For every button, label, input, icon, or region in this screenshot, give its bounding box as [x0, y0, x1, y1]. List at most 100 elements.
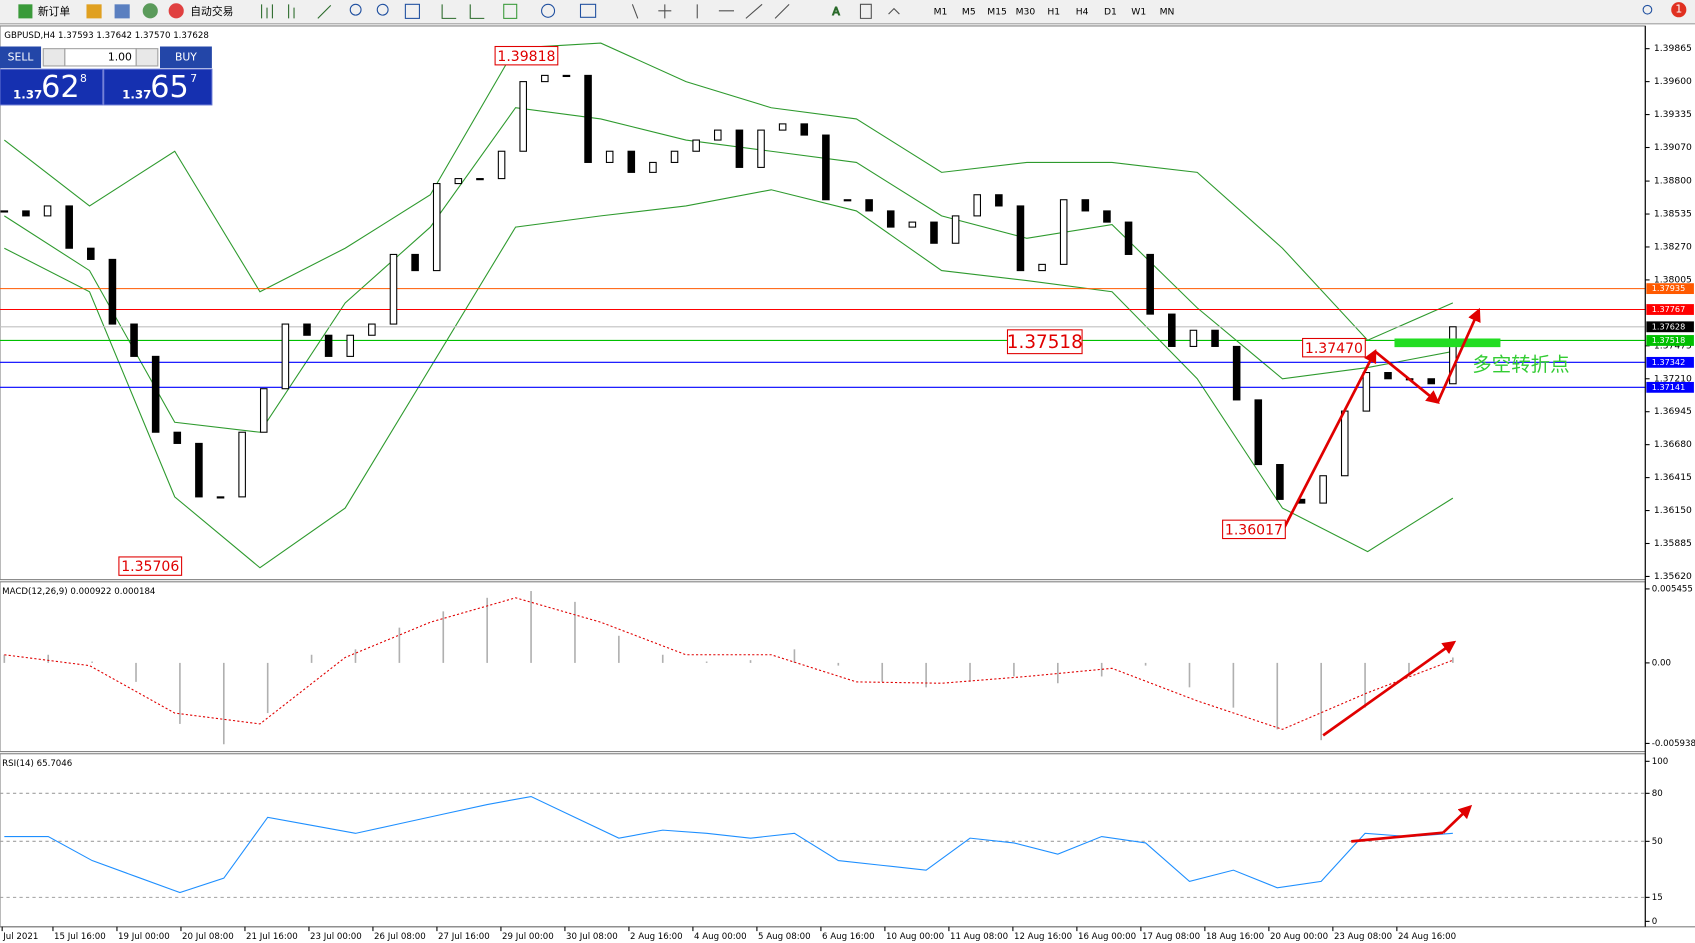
- y-tick-label: 0: [1652, 917, 1657, 927]
- candle: [259, 388, 268, 433]
- sell-big: 1.37: [13, 88, 42, 102]
- x-tick-label: 11 Aug 08:00: [950, 932, 1008, 942]
- candle: [886, 210, 895, 228]
- candle: [1211, 329, 1219, 347]
- icon[interactable]: [541, 3, 556, 18]
- candle: [562, 74, 571, 78]
- candle: [627, 150, 636, 173]
- x-tick-label: 26 Jul 08:00: [374, 932, 426, 942]
- candle: [908, 221, 917, 228]
- icon: [168, 3, 184, 19]
- price-annotation: 1.37518: [1007, 332, 1083, 353]
- arrow: [1374, 350, 1440, 404]
- icon[interactable]: [469, 4, 485, 19]
- bollinger-lower: [4, 189, 1454, 569]
- sell-button[interactable]: [0, 46, 42, 69]
- icon[interactable]: [349, 3, 362, 16]
- timeframe-button[interactable]: MN: [1160, 6, 1175, 17]
- price-annotation-box: [118, 556, 183, 576]
- candle: [649, 161, 657, 173]
- icon[interactable]: [86, 4, 102, 19]
- candle: [670, 150, 679, 163]
- x-tick-label: Jul 2021: [2, 932, 38, 942]
- x-tick-label: 27 Jul 16:00: [438, 932, 490, 942]
- candle: [519, 81, 527, 152]
- candle: [87, 247, 95, 260]
- timeframe-button[interactable]: H4: [1076, 6, 1089, 17]
- timeframe-button[interactable]: M15: [987, 6, 1007, 17]
- candle: [324, 334, 333, 357]
- level-label-box: [1646, 356, 1694, 368]
- icon[interactable]: [142, 3, 158, 19]
- candle: [195, 442, 203, 498]
- y-tick-label: 1.36415: [1654, 472, 1692, 483]
- timeframe-button[interactable]: H1: [1047, 6, 1060, 17]
- new-order-button[interactable]: 新订单: [18, 4, 70, 19]
- notification-badge[interactable]: [1671, 2, 1687, 18]
- buy-button[interactable]: [159, 46, 212, 69]
- candle: [973, 194, 982, 217]
- auto-trading-button[interactable]: 自动交易: [168, 3, 234, 19]
- buy-big: 1.37: [122, 88, 151, 102]
- icon[interactable]: [261, 4, 273, 19]
- x-tick-label: 20 Aug 00:00: [1270, 932, 1328, 942]
- x-tick-label: 23 Aug 08:00: [1334, 932, 1392, 942]
- candle: [822, 134, 830, 201]
- candle: [108, 258, 117, 325]
- icon[interactable]: [579, 3, 597, 18]
- x-tick-label: 4 Aug 00:00: [694, 932, 747, 942]
- candle: [368, 323, 376, 336]
- x-tick-label: 2 Aug 16:00: [630, 932, 683, 942]
- y-tick-label: 0.00: [1652, 658, 1671, 668]
- candle: [1232, 345, 1241, 401]
- lot-up[interactable]: [135, 48, 159, 67]
- y-tick-label: 1.39335: [1654, 109, 1692, 120]
- y-tick-label: 1.38005: [1654, 274, 1692, 285]
- timeframe-button[interactable]: W1: [1131, 6, 1146, 17]
- search-icon[interactable]: [1642, 4, 1653, 15]
- y-tick-label: 1.39070: [1654, 142, 1692, 153]
- candle: [1103, 210, 1111, 223]
- arrow: [1442, 804, 1473, 834]
- sell-pips: 62: [41, 70, 80, 105]
- icon[interactable]: [441, 4, 457, 19]
- icon[interactable]: [631, 3, 900, 19]
- icon[interactable]: [404, 3, 420, 19]
- candle: [1319, 475, 1327, 504]
- candle: [951, 215, 960, 244]
- candle: [476, 178, 484, 181]
- candle: [454, 178, 463, 185]
- candle: [238, 431, 246, 498]
- icon[interactable]: [376, 3, 389, 16]
- y-tick-label: 0.005455: [1652, 584, 1693, 594]
- macd-title: MACD(12,26,9) 0.000922 0.000184: [2, 587, 155, 597]
- x-tick-label: 15 Jul 16:00: [54, 932, 106, 942]
- timeframe-button[interactable]: M1: [934, 6, 948, 17]
- level-label-box: [1646, 335, 1694, 346]
- timeframe-button[interactable]: M30: [1016, 6, 1036, 17]
- x-tick-label: 20 Jul 08:00: [182, 932, 234, 942]
- candle: [865, 199, 873, 212]
- candle: [497, 150, 506, 180]
- buy-price-box[interactable]: [103, 68, 213, 106]
- x-tick-label: 19 Jul 00:00: [118, 932, 170, 942]
- icon[interactable]: [288, 4, 295, 19]
- bollinger-upper: [3, 42, 1454, 341]
- one-click-trading: SELL 1.00 BUY 1.37 62 8 1.37 65 7: [0, 46, 213, 106]
- sell-price-box[interactable]: [0, 68, 104, 106]
- candle: [130, 323, 138, 357]
- lot-down[interactable]: [42, 48, 66, 67]
- y-tick-label: 1.39600: [1654, 76, 1692, 87]
- icon[interactable]: [503, 3, 518, 19]
- buy-label: BUY: [175, 50, 197, 63]
- timeframe-button[interactable]: M5: [962, 6, 976, 17]
- y-tick-label: 1.36150: [1654, 505, 1692, 516]
- y-tick-label: 1.36680: [1654, 439, 1692, 450]
- candle: [303, 323, 311, 336]
- icon[interactable]: [317, 5, 332, 19]
- level-label: 1.37518: [1652, 335, 1685, 345]
- timeframe-button[interactable]: D1: [1104, 6, 1117, 17]
- icon[interactable]: [114, 4, 130, 19]
- sell-label: SELL: [8, 50, 34, 63]
- text-tool-icon[interactable]: A: [832, 4, 841, 18]
